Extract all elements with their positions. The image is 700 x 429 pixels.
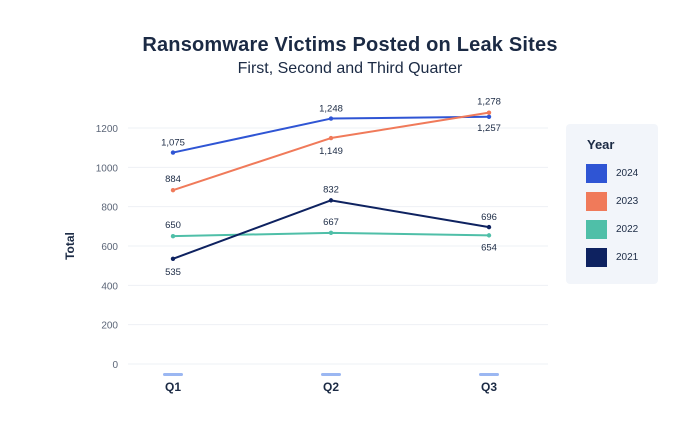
legend-label: 2022 (616, 224, 639, 235)
legend-label: 2021 (616, 252, 639, 263)
series-line-2021 (172, 199, 490, 260)
data-point-2021 (170, 256, 176, 261)
legend-swatch (586, 220, 607, 239)
data-point-2023 (170, 187, 176, 193)
x-tick-label: Q1 (165, 380, 181, 394)
y-tick-label: 600 (101, 242, 118, 253)
legend-item-2024[interactable]: 2024 (586, 164, 656, 186)
data-label-2021: 832 (323, 184, 339, 195)
legend-item-2022[interactable]: 2022 (586, 220, 656, 242)
chart-subtitle: First, Second and Third Quarter (237, 60, 463, 77)
legend-label: 2023 (616, 196, 639, 207)
legend-swatch (586, 248, 607, 267)
x-tick-mark (321, 373, 341, 376)
x-tick-label: Q3 (481, 380, 497, 394)
y-tick-label: 1200 (96, 124, 119, 135)
data-point-2024 (486, 114, 492, 119)
data-label-2023: 1,278 (477, 97, 501, 108)
data-point-2024 (170, 150, 176, 155)
data-label-2024: 1,248 (319, 104, 343, 115)
data-point-2021 (486, 224, 492, 230)
y-axis-label: Total (63, 232, 77, 260)
data-point-2023 (486, 110, 492, 115)
data-point-2022 (486, 233, 492, 238)
x-tick-label: Q2 (323, 380, 339, 394)
x-tick-mark (479, 373, 499, 376)
y-tick-label: 200 (101, 321, 118, 332)
legend-swatch (586, 164, 607, 183)
data-label-2022: 650 (165, 220, 181, 231)
legend: Year 2024 2023 2022 2021 (566, 124, 658, 284)
legend-swatch (586, 192, 607, 211)
data-point-2024 (328, 116, 334, 121)
data-label-2022: 654 (481, 242, 497, 253)
x-tick-mark (163, 373, 183, 376)
data-label-2024: 1,075 (161, 138, 185, 149)
data-label-2021: 696 (481, 212, 497, 223)
legend-label: 2024 (616, 168, 639, 179)
data-label-2023: 1,149 (319, 146, 343, 157)
data-point-2022 (170, 233, 176, 239)
data-label-2023: 884 (165, 174, 181, 185)
data-point-2023 (328, 135, 334, 141)
data-label-2024: 1,257 (477, 123, 501, 134)
y-tick-label: 400 (101, 281, 118, 292)
legend-item-2021[interactable]: 2021 (586, 248, 656, 270)
legend-item-2023[interactable]: 2023 (586, 192, 656, 214)
y-tick-label: 800 (101, 203, 118, 214)
data-label-2022: 667 (323, 217, 339, 228)
data-point-2022 (328, 230, 334, 236)
data-label-2021: 535 (165, 267, 181, 278)
y-tick-label: 1000 (96, 163, 119, 174)
y-tick-label: 0 (112, 360, 118, 371)
legend-title: Year (587, 137, 615, 152)
data-point-2021 (328, 198, 334, 203)
chart-title: Ransomware Victims Posted on Leak Sites (142, 34, 558, 56)
